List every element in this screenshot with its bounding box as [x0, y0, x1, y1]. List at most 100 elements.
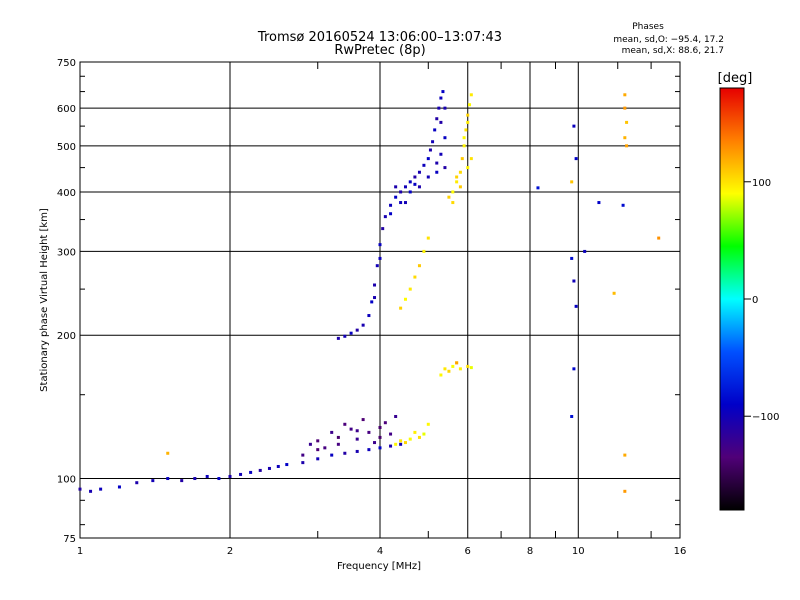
- data-point: [443, 136, 447, 140]
- data-point: [451, 364, 455, 368]
- phases-header: Phases: [632, 22, 664, 32]
- data-point: [355, 449, 359, 453]
- data-point: [413, 175, 417, 179]
- data-point: [403, 441, 407, 445]
- data-point: [413, 182, 417, 186]
- data-point: [469, 93, 473, 97]
- colorbar-ticks: 100 0 −100: [744, 178, 779, 423]
- data-point: [378, 435, 382, 439]
- data-point: [378, 243, 382, 247]
- data-point: [625, 144, 629, 148]
- x-tick-label: 8: [527, 546, 533, 557]
- data-point: [399, 439, 403, 443]
- data-point: [308, 442, 312, 446]
- data-point: [583, 249, 587, 253]
- data-point: [381, 227, 385, 231]
- data-point: [389, 203, 393, 207]
- x-tick-label: 2: [227, 546, 233, 557]
- phases-mean-o: mean, sd,O: −95.4, 17.2: [613, 35, 724, 45]
- data-point: [441, 90, 445, 94]
- colorbar-tick-label: −100: [752, 412, 779, 423]
- data-point: [228, 474, 232, 478]
- data-point: [460, 157, 464, 161]
- data-point: [403, 297, 407, 301]
- data-point: [417, 435, 421, 439]
- data-point: [249, 470, 253, 474]
- colorbar: [719, 87, 745, 511]
- data-point: [443, 367, 447, 371]
- data-point: [378, 446, 382, 450]
- data-point: [193, 477, 197, 481]
- data-point: [469, 366, 473, 370]
- data-point: [435, 170, 439, 174]
- data-point: [375, 264, 379, 268]
- series-1: [301, 414, 398, 457]
- data-point: [413, 430, 417, 434]
- data-point: [343, 451, 347, 455]
- data-point: [422, 249, 426, 253]
- data-point: [408, 180, 412, 184]
- y-tick-label: 750: [57, 58, 76, 69]
- y-tick-label: 500: [57, 142, 76, 153]
- y-tick-label: 200: [57, 331, 76, 342]
- data-point: [349, 427, 353, 431]
- data-point: [399, 190, 403, 194]
- data-point: [408, 437, 412, 441]
- series-3: [399, 93, 473, 310]
- data-point: [355, 328, 359, 332]
- data-point: [383, 421, 387, 425]
- data-point: [433, 128, 437, 132]
- data-point: [355, 429, 359, 433]
- data-point: [458, 367, 462, 371]
- data-point: [408, 287, 412, 291]
- data-point: [426, 175, 430, 179]
- data-point: [439, 373, 443, 377]
- data-point: [455, 361, 459, 365]
- data-point: [394, 195, 398, 199]
- data-point: [435, 117, 439, 121]
- data-point: [180, 479, 184, 483]
- data-point: [323, 446, 327, 450]
- x-tick-label: 6: [465, 546, 471, 557]
- data-point: [343, 334, 347, 338]
- data-point: [464, 128, 468, 132]
- data-point: [462, 136, 466, 140]
- data-point: [597, 201, 601, 205]
- x-axis-label: Frequency [MHz]: [337, 561, 421, 572]
- series-4: [394, 361, 473, 446]
- y-tick-label: 300: [57, 247, 76, 258]
- data-point: [399, 442, 403, 446]
- data-point: [469, 157, 473, 161]
- data-point: [394, 442, 398, 446]
- data-point: [258, 468, 262, 472]
- data-point: [623, 93, 627, 97]
- data-point: [462, 144, 466, 148]
- data-point: [439, 120, 443, 124]
- data-point: [336, 336, 340, 340]
- data-point: [426, 422, 430, 426]
- data-point: [570, 180, 574, 184]
- data-point: [612, 291, 616, 295]
- data-point: [389, 444, 393, 448]
- data-point: [316, 448, 320, 452]
- data-point: [623, 453, 627, 457]
- data-point: [89, 489, 93, 493]
- data-point: [570, 256, 574, 260]
- y-axis-ticks: 75 100 200 300 400 500 600 750: [57, 58, 680, 545]
- data-point: [439, 152, 443, 156]
- data-point: [623, 489, 627, 493]
- data-point: [417, 170, 421, 174]
- data-point: [367, 448, 371, 452]
- data-point: [78, 487, 82, 491]
- data-point: [361, 418, 365, 422]
- x-axis-ticks: 1 2 4 6 8 10 16: [77, 62, 686, 557]
- colorbar-tick-label: 0: [752, 295, 758, 306]
- data-point: [151, 479, 155, 483]
- y-tick-label: 100: [57, 475, 76, 486]
- data-point: [217, 477, 221, 481]
- data-point: [336, 435, 340, 439]
- data-point: [422, 163, 426, 167]
- data-point: [378, 256, 382, 260]
- data-point: [383, 215, 387, 219]
- y-axis-label: Stationary phase Virtual Height [km]: [39, 208, 50, 392]
